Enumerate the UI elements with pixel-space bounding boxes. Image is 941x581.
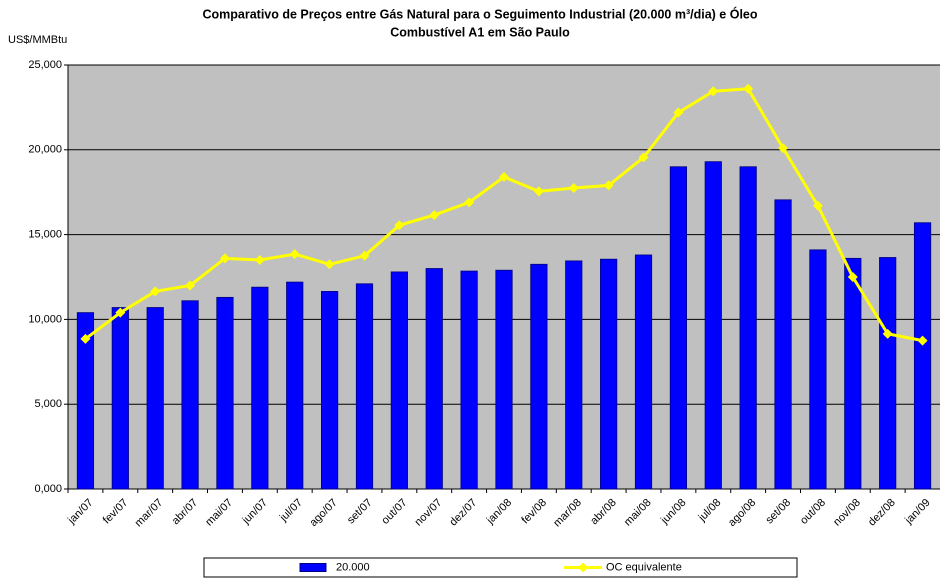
marker bbox=[917, 335, 928, 346]
x-tick-label: nov/07 bbox=[413, 497, 445, 529]
marker bbox=[185, 280, 196, 291]
bar bbox=[146, 307, 164, 490]
x-tick-label: ago/07 bbox=[307, 497, 339, 529]
marker bbox=[603, 180, 614, 191]
marker bbox=[254, 255, 265, 266]
x-tick-label: dez/07 bbox=[447, 497, 479, 529]
x-tick-label: fev/08 bbox=[519, 497, 549, 527]
x-tick-label: jun/07 bbox=[240, 497, 270, 527]
x-tick-label: fev/07 bbox=[101, 497, 131, 527]
bar bbox=[634, 254, 653, 490]
chart-title: Comparativo de Preços entre Gás Natural … bbox=[202, 6, 757, 21]
bar bbox=[530, 263, 548, 490]
legend-label: OC equivalente bbox=[606, 561, 682, 573]
marker bbox=[115, 307, 126, 318]
x-tick-label: abr/07 bbox=[170, 497, 201, 528]
marker bbox=[568, 182, 579, 193]
bar bbox=[460, 270, 478, 490]
bar bbox=[879, 257, 897, 490]
bar bbox=[704, 161, 722, 490]
legend-swatch bbox=[299, 563, 327, 572]
marker bbox=[219, 253, 230, 264]
x-tick-label: jun/08 bbox=[658, 497, 688, 527]
x-tick-label: abr/08 bbox=[588, 497, 619, 528]
marker bbox=[743, 83, 754, 94]
bar bbox=[844, 257, 862, 490]
marker bbox=[673, 107, 684, 118]
y-tick-label: 10,000 bbox=[28, 313, 62, 325]
marker bbox=[708, 86, 719, 97]
bar bbox=[76, 312, 95, 490]
bar bbox=[669, 166, 687, 490]
bar bbox=[251, 286, 269, 490]
bar bbox=[286, 281, 304, 490]
y-tick-label: 25,000 bbox=[28, 59, 62, 71]
legend-label: 20.000 bbox=[336, 561, 370, 573]
bar bbox=[600, 258, 618, 490]
marker bbox=[638, 152, 649, 163]
bar bbox=[355, 283, 374, 490]
bar bbox=[739, 166, 757, 490]
legend-box bbox=[203, 557, 798, 578]
x-tick-label: set/08 bbox=[764, 497, 794, 527]
bar bbox=[321, 291, 339, 490]
bar bbox=[390, 271, 408, 490]
x-tick-label: jan/08 bbox=[484, 497, 514, 527]
y-axis-label: US$/MMBtu bbox=[8, 34, 67, 46]
bar bbox=[181, 300, 199, 490]
x-tick-label: jul/08 bbox=[696, 497, 724, 525]
chart-title: Combustível A1 em São Paulo bbox=[390, 25, 570, 39]
marker bbox=[812, 200, 823, 211]
x-tick-label: mai/08 bbox=[622, 497, 654, 529]
bar bbox=[913, 222, 932, 490]
y-tick-label: 0,000 bbox=[34, 483, 62, 495]
legend-swatch bbox=[578, 562, 588, 573]
x-tick-label: jan/09 bbox=[902, 497, 932, 527]
x-tick-label: mar/07 bbox=[133, 497, 166, 530]
bar bbox=[495, 269, 513, 490]
marker bbox=[394, 220, 405, 231]
bar bbox=[565, 260, 583, 490]
x-tick-label: nov/08 bbox=[831, 497, 863, 529]
x-tick-label: out/08 bbox=[798, 497, 828, 527]
marker bbox=[289, 249, 300, 260]
x-tick-label: ago/08 bbox=[726, 497, 758, 529]
marker bbox=[324, 259, 335, 270]
x-tick-label: jan/07 bbox=[65, 497, 95, 527]
marker bbox=[429, 210, 440, 221]
bar bbox=[216, 296, 234, 490]
bar bbox=[111, 307, 129, 490]
x-tick-label: mar/08 bbox=[551, 497, 584, 530]
y-tick-label: 15,000 bbox=[28, 229, 62, 241]
y-tick-label: 20,000 bbox=[28, 144, 62, 156]
marker bbox=[847, 272, 858, 282]
marker bbox=[359, 250, 370, 261]
marker bbox=[80, 333, 91, 344]
marker bbox=[882, 328, 893, 339]
marker bbox=[533, 186, 544, 197]
bar bbox=[774, 199, 792, 490]
marker bbox=[499, 171, 509, 182]
x-tick-label: mai/07 bbox=[203, 497, 235, 529]
marker bbox=[464, 197, 475, 208]
marker bbox=[778, 143, 789, 154]
x-tick-label: jul/07 bbox=[277, 497, 305, 525]
x-tick-label: dez/08 bbox=[866, 497, 898, 529]
marker bbox=[150, 286, 161, 297]
y-tick-label: 5,000 bbox=[34, 398, 62, 410]
bar bbox=[809, 249, 827, 490]
x-tick-label: set/07 bbox=[345, 497, 375, 527]
bar bbox=[425, 268, 443, 490]
x-tick-label: out/07 bbox=[379, 497, 409, 527]
